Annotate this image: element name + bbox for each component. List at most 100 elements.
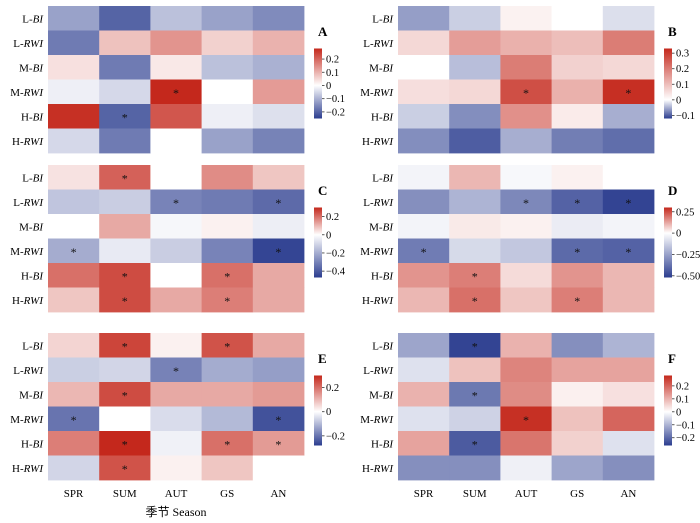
heatmap-cell xyxy=(551,357,604,383)
significance-star: * xyxy=(122,339,128,353)
colorbar-tick-label: −0.25 xyxy=(676,250,700,261)
colorbar xyxy=(664,48,672,119)
heatmap-cell xyxy=(201,238,254,264)
heatmap-cell xyxy=(99,6,151,31)
heatmap-cell xyxy=(500,431,552,456)
heatmap-cell xyxy=(150,165,202,190)
heatmap-cell xyxy=(150,189,202,215)
heatmap-cell xyxy=(449,55,501,80)
heatmap-cell xyxy=(99,55,151,80)
significance-star: * xyxy=(472,388,478,402)
colorbar-tick-label: 0.1 xyxy=(326,68,339,79)
heatmap-cell xyxy=(449,287,501,313)
colorbar-tick-label: 0 xyxy=(676,229,681,240)
heatmap-cell xyxy=(449,357,501,383)
significance-star: * xyxy=(472,437,478,451)
significance-star: * xyxy=(122,388,128,402)
row-label: H-RWI xyxy=(12,136,44,148)
heatmap-cell xyxy=(500,406,552,432)
column-label: SPR xyxy=(414,488,434,500)
heatmap-cell xyxy=(99,455,151,481)
column-label: GS xyxy=(570,488,584,500)
panel-label: B xyxy=(668,24,677,39)
row-label: H-BI xyxy=(21,270,44,282)
colorbar-tick-label: −0.2 xyxy=(326,431,345,442)
heatmap-cell xyxy=(201,382,254,407)
heatmap-cell xyxy=(99,79,151,105)
heatmap-cell xyxy=(201,165,254,190)
heatmap-cell xyxy=(602,382,655,407)
heatmap-cell xyxy=(48,104,100,129)
heatmap-cell xyxy=(449,382,501,407)
heatmap-cell xyxy=(150,382,202,407)
heatmap-cell xyxy=(150,214,202,239)
colorbar-tick-label: −0.1 xyxy=(676,111,695,122)
heatmap-cell xyxy=(48,128,100,154)
column-label: GS xyxy=(220,488,234,500)
heatmap-cell xyxy=(48,287,100,313)
heatmap-cell xyxy=(500,55,552,80)
heatmap-cell xyxy=(398,406,450,432)
colorbar-tick-label: 0.2 xyxy=(326,55,339,66)
row-label: H-RWI xyxy=(12,295,44,307)
row-label: H-RWI xyxy=(362,136,394,148)
heatmap-cell xyxy=(551,104,604,129)
heatmap-cell xyxy=(201,406,254,432)
significance-star: * xyxy=(625,86,631,100)
heatmap-cell xyxy=(150,406,202,432)
heatmap-cell xyxy=(252,189,305,215)
heatmap-cell xyxy=(150,287,202,313)
panel-label: C xyxy=(318,183,327,198)
heatmap-cell xyxy=(150,30,202,56)
heatmap-cell xyxy=(449,455,501,481)
row-label: M-RWI xyxy=(360,246,394,258)
colorbar-tick-label: 0.1 xyxy=(676,394,689,405)
column-label: SPR xyxy=(64,488,84,500)
significance-star: * xyxy=(173,86,179,100)
heatmap-cell xyxy=(48,455,100,481)
heatmap-cell xyxy=(551,406,604,432)
colorbar-tick-label: 0.3 xyxy=(676,49,689,60)
heatmap-cell xyxy=(150,104,202,129)
heatmap-cell xyxy=(602,263,655,288)
significance-star: * xyxy=(574,196,580,210)
heatmap-cell xyxy=(551,165,604,190)
heatmap-panel-D: * * * * * * * * * L-BI L-RWI M-BI M-RWI H-BI H-RWI D 0.2… xyxy=(360,165,700,313)
significance-star: * xyxy=(173,196,179,210)
heatmap-cell xyxy=(602,189,655,215)
row-label: H-BI xyxy=(371,111,394,123)
heatmap-cell xyxy=(201,189,254,215)
heatmap-cell xyxy=(551,333,604,358)
heatmap-cell xyxy=(602,455,655,481)
heatmap-cell xyxy=(252,333,305,358)
heatmap-cell xyxy=(252,455,305,481)
heatmap-cell xyxy=(201,263,254,288)
heatmap-cell xyxy=(398,238,450,264)
significance-star: * xyxy=(71,413,77,427)
heatmap-cell xyxy=(150,263,202,288)
heatmap-cell xyxy=(449,263,501,288)
heatmap-cell xyxy=(500,214,552,239)
panel-label: A xyxy=(318,24,328,39)
heatmap-cell xyxy=(500,357,552,383)
heatmap-cell xyxy=(150,6,202,31)
heatmap-cell xyxy=(449,6,501,31)
heatmap-cell xyxy=(449,30,501,56)
heatmap-cell xyxy=(551,431,604,456)
row-label: M-RWI xyxy=(10,414,44,426)
heatmap-cell xyxy=(48,6,100,31)
heatmap-cell xyxy=(602,333,655,358)
heatmap-cell xyxy=(201,6,254,31)
significance-star: * xyxy=(625,245,631,259)
colorbar-tick-label: −0.4 xyxy=(326,267,346,278)
heatmap-cell xyxy=(602,30,655,56)
significance-star: * xyxy=(625,196,631,210)
significance-star: * xyxy=(523,196,529,210)
heatmap-cell xyxy=(150,128,202,154)
heatmap-cell xyxy=(252,30,305,56)
heatmap-cell xyxy=(252,128,305,154)
heatmap-cell xyxy=(48,55,100,80)
row-label: L-BI xyxy=(22,13,44,25)
heatmap-panel-E: * * * * * * * * * * L-BI L-RWI M-BI M-RWI H-BI H-RWI SPR… xyxy=(10,333,345,519)
